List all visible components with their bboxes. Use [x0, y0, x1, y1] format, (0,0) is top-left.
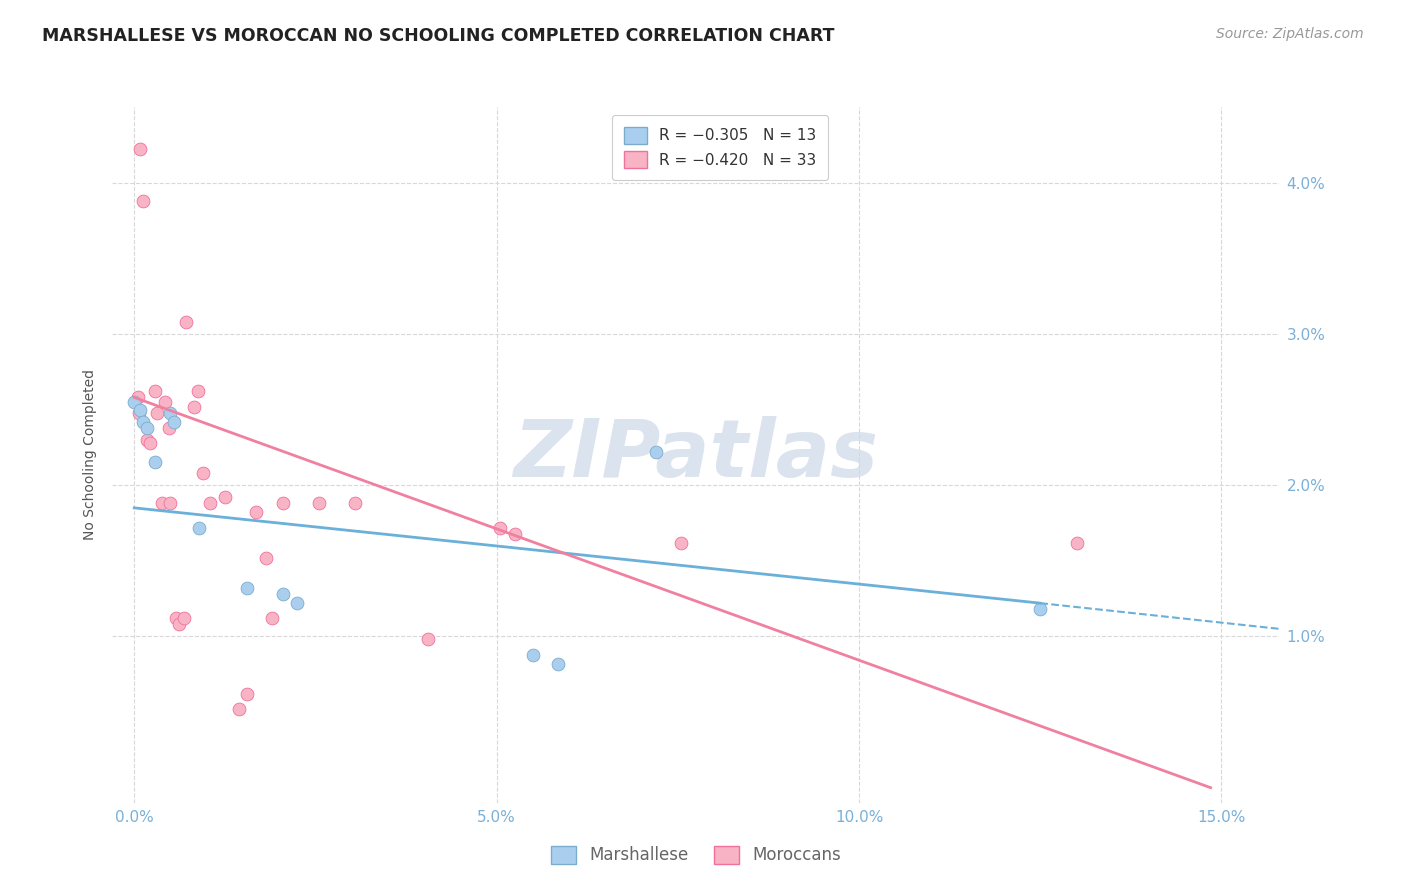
Point [188, 520, 211, 534]
Point [344, 496, 367, 510]
Text: ZIPatlas: ZIPatlas [513, 416, 879, 494]
Point [143, 384, 166, 399]
Y-axis label: No Schooling Completed: No Schooling Completed [83, 369, 97, 541]
Point [271, 587, 294, 601]
Point [245, 505, 267, 519]
Point [200, 496, 222, 510]
Point [132, 194, 155, 208]
Point [183, 400, 205, 414]
Point [228, 702, 250, 716]
Point [143, 455, 166, 469]
Point [127, 391, 149, 405]
Point [136, 433, 159, 447]
Point [522, 648, 544, 662]
Point [128, 406, 150, 420]
Text: MARSHALLESE VS MOROCCAN NO SCHOOLING COMPLETED CORRELATION CHART: MARSHALLESE VS MOROCCAN NO SCHOOLING COM… [42, 27, 835, 45]
Point [139, 435, 162, 450]
Point [416, 632, 439, 647]
Point [129, 402, 152, 417]
Point [136, 420, 159, 434]
Point [146, 406, 169, 420]
Point [129, 142, 152, 156]
Point [547, 657, 569, 671]
Point [150, 496, 173, 510]
Point [1066, 535, 1088, 549]
Point [165, 611, 187, 625]
Point [489, 520, 512, 534]
Point [271, 496, 294, 510]
Point [157, 420, 180, 434]
Point [187, 384, 209, 399]
Point [671, 535, 693, 549]
Point [214, 490, 236, 504]
Legend: Marshallese, Moroccans: Marshallese, Moroccans [544, 839, 848, 871]
Point [163, 415, 186, 429]
Text: Source: ZipAtlas.com: Source: ZipAtlas.com [1216, 27, 1364, 41]
Point [132, 415, 155, 429]
Point [285, 596, 308, 610]
Point [122, 395, 145, 409]
Point [1029, 602, 1052, 616]
Point [254, 550, 277, 565]
Point [235, 581, 257, 595]
Point [173, 611, 195, 625]
Point [159, 406, 181, 420]
Point [308, 496, 330, 510]
Point [153, 395, 176, 409]
Point [159, 496, 181, 510]
Point [645, 445, 668, 459]
Point [235, 687, 257, 701]
Point [503, 526, 526, 541]
Point [191, 466, 214, 480]
Point [167, 617, 190, 632]
Point [176, 315, 198, 329]
Point [260, 611, 283, 625]
